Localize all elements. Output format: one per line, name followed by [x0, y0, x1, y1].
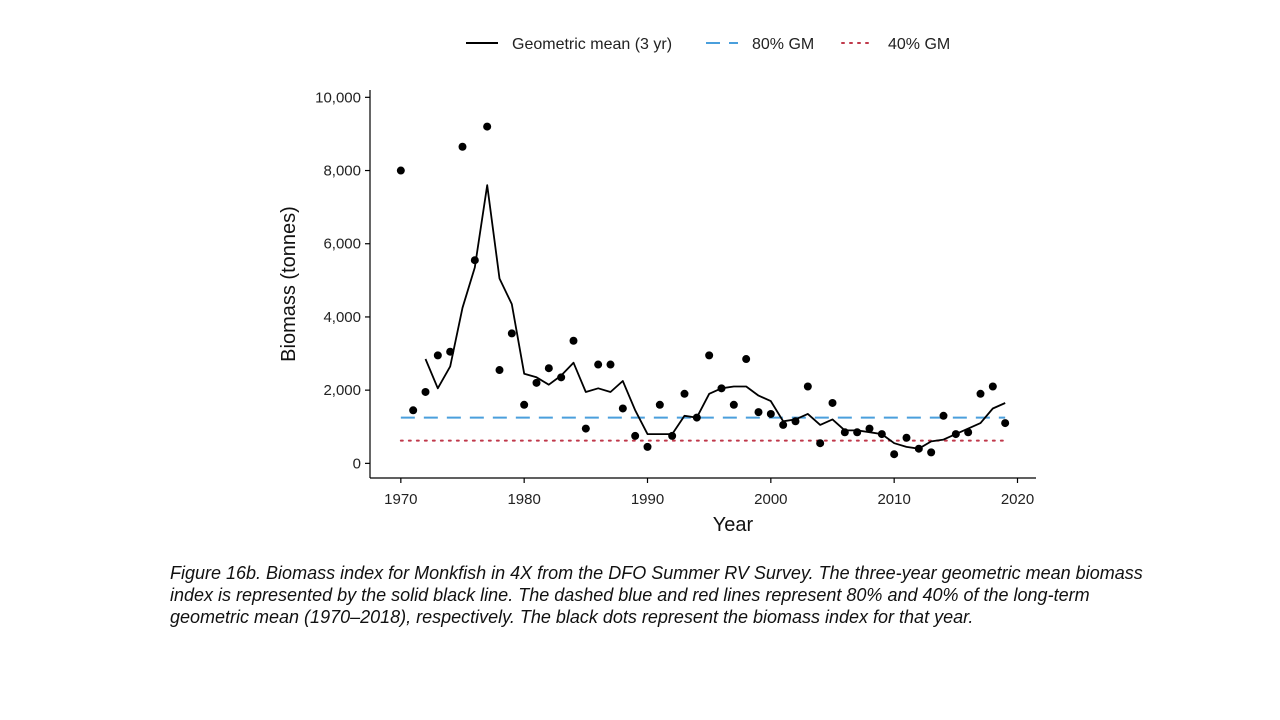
- data-point: [828, 398, 837, 407]
- chart-legend: Geometric mean (3 yr) 80% GM 40% GM: [466, 36, 950, 53]
- data-point: [581, 424, 590, 433]
- y-tick-label: 6,000: [323, 236, 361, 253]
- data-point: [791, 417, 800, 426]
- data-point: [742, 355, 751, 364]
- y-axis-title: Biomass (tonnes): [278, 206, 300, 362]
- figure-caption: Figure 16b. Biomass index for Monkfish i…: [170, 563, 1143, 627]
- data-point: [964, 428, 973, 437]
- data-point: [532, 378, 541, 387]
- data-point: [396, 166, 405, 175]
- data-point: [643, 442, 652, 451]
- data-point: [865, 424, 874, 433]
- data-point: [409, 406, 418, 415]
- data-point: [705, 351, 714, 360]
- data-point: [951, 430, 960, 439]
- data-point: [520, 400, 529, 409]
- data-point: [939, 411, 948, 420]
- data-point: [483, 122, 492, 131]
- y-tick-label: 10,000: [315, 89, 361, 106]
- x-tick-label: 2010: [877, 491, 910, 508]
- data-point: [421, 387, 430, 396]
- x-tick-label: 2020: [1001, 491, 1034, 508]
- reference-lines: [399, 416, 1007, 442]
- geometric-mean-line: [424, 184, 1006, 450]
- data-point: [606, 360, 615, 369]
- data-point: [692, 413, 701, 422]
- data-point: [976, 389, 985, 398]
- y-tick-label: 8,000: [323, 163, 361, 180]
- legend-label-3: 40% GM: [888, 36, 950, 53]
- data-point: [766, 409, 775, 418]
- y-tick-label: 0: [353, 455, 361, 472]
- data-point: [890, 450, 899, 459]
- data-point: [569, 336, 578, 345]
- data-point: [754, 408, 763, 417]
- data-point: [594, 360, 603, 369]
- data-point: [433, 351, 442, 360]
- chart-axes: 0 2,000 4,000 6,000 8,000 10,000 1970 1980 1990 2…: [278, 89, 1036, 536]
- data-point: [1001, 419, 1010, 428]
- x-tick-label: 2000: [754, 491, 787, 508]
- data-point: [729, 400, 738, 409]
- data-point: [507, 329, 516, 338]
- y-tick-label: 4,000: [323, 309, 361, 326]
- data-point: [668, 431, 677, 440]
- data-point: [470, 256, 479, 265]
- geometric-mean-series: [424, 184, 1006, 450]
- data-point: [902, 433, 911, 442]
- x-tick-label: 1980: [507, 491, 540, 508]
- data-point: [655, 400, 664, 409]
- x-axis-title: Year: [713, 514, 754, 536]
- data-point: [446, 347, 455, 356]
- y-tick-label: 2,000: [323, 382, 361, 399]
- data-point: [680, 389, 689, 398]
- data-point: [717, 384, 726, 393]
- legend-label-2: 80% GM: [752, 36, 814, 53]
- x-tick-label: 1970: [384, 491, 417, 508]
- data-point: [840, 428, 849, 437]
- x-tick-label: 1990: [631, 491, 664, 508]
- data-point: [544, 364, 553, 373]
- data-point: [557, 373, 566, 382]
- data-point: [803, 382, 812, 391]
- data-point: [816, 439, 825, 448]
- data-point: [631, 431, 640, 440]
- data-point: [495, 366, 504, 375]
- data-point: [853, 428, 862, 437]
- data-point: [618, 404, 627, 413]
- legend-label-1: Geometric mean (3 yr): [512, 36, 672, 53]
- data-point: [877, 430, 886, 439]
- biomass-points: [396, 122, 1010, 459]
- data-point: [914, 444, 923, 453]
- data-point: [927, 448, 936, 457]
- data-point: [779, 420, 788, 429]
- data-point: [988, 382, 997, 391]
- data-point: [458, 142, 467, 151]
